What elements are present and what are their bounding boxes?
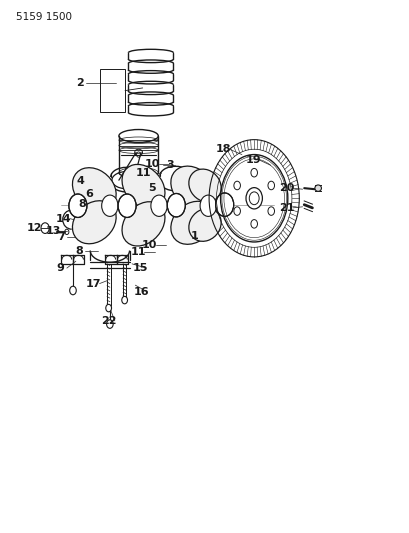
Ellipse shape bbox=[267, 181, 274, 190]
Text: 14: 14 bbox=[56, 214, 71, 223]
Ellipse shape bbox=[69, 194, 87, 217]
Text: 2: 2 bbox=[76, 78, 83, 87]
Text: 21: 21 bbox=[279, 203, 294, 213]
Text: 11: 11 bbox=[130, 247, 146, 257]
Ellipse shape bbox=[171, 201, 214, 244]
Text: 19: 19 bbox=[245, 155, 261, 165]
Text: 6: 6 bbox=[85, 189, 93, 199]
Ellipse shape bbox=[314, 185, 321, 191]
Ellipse shape bbox=[167, 193, 185, 217]
Text: 22: 22 bbox=[101, 316, 116, 326]
Text: 4: 4 bbox=[76, 176, 84, 186]
Ellipse shape bbox=[118, 194, 136, 217]
Text: 8: 8 bbox=[75, 246, 83, 255]
Ellipse shape bbox=[106, 304, 111, 312]
Text: 10: 10 bbox=[142, 240, 157, 250]
Ellipse shape bbox=[267, 207, 274, 215]
Ellipse shape bbox=[250, 220, 257, 228]
Ellipse shape bbox=[121, 296, 127, 304]
Text: 5159 1500: 5159 1500 bbox=[16, 12, 72, 22]
Text: 11: 11 bbox=[135, 168, 151, 177]
Text: 12: 12 bbox=[26, 223, 42, 233]
Ellipse shape bbox=[245, 188, 262, 209]
Text: 18: 18 bbox=[215, 144, 231, 154]
Ellipse shape bbox=[101, 195, 118, 216]
Ellipse shape bbox=[106, 320, 113, 328]
Ellipse shape bbox=[70, 286, 76, 295]
Text: 10: 10 bbox=[144, 159, 160, 168]
Text: 13: 13 bbox=[45, 227, 61, 236]
Text: 20: 20 bbox=[279, 183, 294, 193]
Text: 3: 3 bbox=[166, 160, 173, 170]
Text: 15: 15 bbox=[132, 263, 148, 273]
Text: 9: 9 bbox=[56, 263, 65, 273]
Text: 7: 7 bbox=[57, 232, 64, 242]
Ellipse shape bbox=[233, 181, 240, 190]
Ellipse shape bbox=[233, 207, 240, 215]
Ellipse shape bbox=[189, 169, 220, 202]
Ellipse shape bbox=[122, 201, 164, 246]
Text: 5: 5 bbox=[148, 183, 155, 193]
Ellipse shape bbox=[171, 166, 214, 209]
Ellipse shape bbox=[151, 195, 167, 216]
Ellipse shape bbox=[72, 168, 116, 211]
Ellipse shape bbox=[200, 195, 216, 216]
Text: 8: 8 bbox=[78, 199, 85, 208]
Text: 1: 1 bbox=[191, 231, 198, 241]
Ellipse shape bbox=[122, 164, 164, 209]
Bar bbox=[100, 69, 125, 112]
Ellipse shape bbox=[72, 201, 116, 244]
Ellipse shape bbox=[250, 168, 257, 177]
Ellipse shape bbox=[215, 193, 233, 216]
Text: 17: 17 bbox=[85, 279, 101, 288]
Text: 16: 16 bbox=[133, 287, 149, 296]
Ellipse shape bbox=[189, 208, 220, 241]
